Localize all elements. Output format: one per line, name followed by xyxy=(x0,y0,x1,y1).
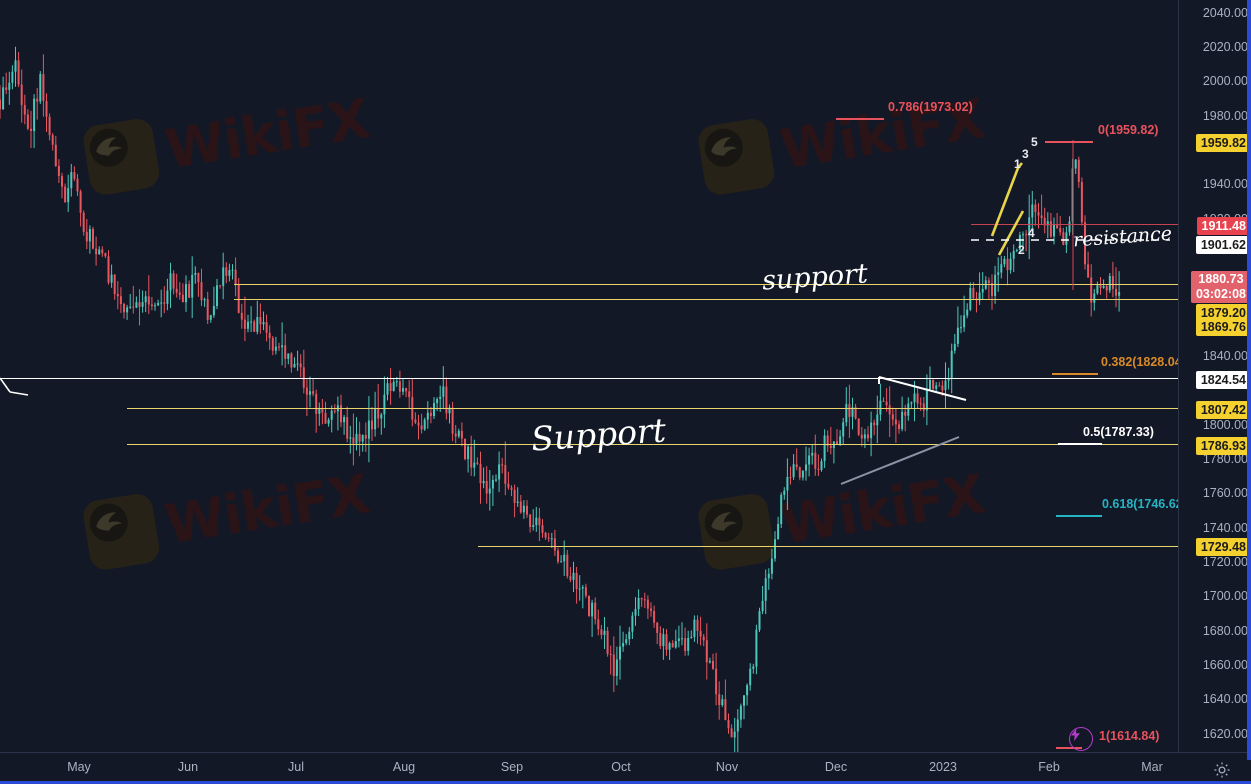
price-tick: 1640.00 xyxy=(1202,692,1248,707)
price-label-value: 1869.76 xyxy=(1200,320,1246,334)
price-label-1869.76[interactable]: 1869.76 xyxy=(1195,318,1251,336)
lightning-bolt-icon[interactable] xyxy=(1069,727,1093,751)
chart-plot-area[interactable]: WikiFX WikiFX WikiFX WikiFX 0.786(1973.02) 0… xyxy=(0,0,1178,752)
price-label-value: 1911.48 xyxy=(1201,219,1247,233)
wave-label-2: 2 xyxy=(1018,243,1025,257)
time-axis[interactable]: May Jun Jul Aug Sep Oct Nov Dec 2023 Feb Mar xyxy=(0,752,1251,784)
price-label-value: 1729.48 xyxy=(1200,540,1246,554)
fib-line-0.786[interactable] xyxy=(836,118,884,120)
price-label-1729.48[interactable]: 1729.48 xyxy=(1195,538,1251,556)
channel-lower-trendline[interactable] xyxy=(997,210,1025,256)
descending-trendline[interactable] xyxy=(878,376,967,401)
price-label-value: 1879.20 xyxy=(1200,306,1246,320)
fib-line-1[interactable] xyxy=(1056,747,1082,749)
time-tick: 2023 xyxy=(929,760,957,774)
fib-line-0.382[interactable] xyxy=(1052,373,1098,375)
fib-label-0.786: 0.786(1973.02) xyxy=(888,100,973,114)
time-tick: Mar xyxy=(1141,760,1163,774)
time-tick: Oct xyxy=(611,760,631,774)
time-tick: Aug xyxy=(392,760,416,774)
price-axis[interactable]: 2040.002020.002000.001980.001940.001920.… xyxy=(1178,0,1251,752)
price-label-value: 1807.42 xyxy=(1200,403,1246,417)
support-line-1786[interactable] xyxy=(127,444,1178,446)
drawing-overlay[interactable] xyxy=(0,0,1178,752)
price-tick: 1620.00 xyxy=(1202,726,1248,741)
price-label-1959.82[interactable]: 1959.82 xyxy=(1195,134,1251,152)
gear-icon[interactable] xyxy=(1213,761,1231,779)
price-label-1911.48[interactable]: 1911.48 xyxy=(1196,217,1251,235)
left-hook-line[interactable] xyxy=(0,377,11,393)
price-label-value: 1901.62 xyxy=(1200,238,1246,252)
candlestick-series xyxy=(0,46,1121,752)
fib-label-0.5: 0.5(1787.33) xyxy=(1083,425,1154,439)
wave-label-3: 3 xyxy=(1022,147,1029,161)
price-label-1824.54[interactable]: 1824.54 xyxy=(1195,371,1251,389)
price-label-value: 1880.73 xyxy=(1198,272,1244,286)
price-tick: 1980.00 xyxy=(1202,108,1248,123)
price-tick: 1840.00 xyxy=(1202,349,1248,364)
channel-upper-trendline[interactable] xyxy=(1016,162,1024,169)
price-label-1880.73[interactable]: 1880.73 03:02:08 xyxy=(1190,271,1251,303)
price-tick: 2040.00 xyxy=(1202,5,1248,20)
price-tick: 2000.00 xyxy=(1202,74,1248,89)
left-hook-line[interactable] xyxy=(9,391,29,396)
price-tick: 1940.00 xyxy=(1202,177,1248,192)
time-tick: Jul xyxy=(288,760,304,774)
fib-label-1: 1(1614.84) xyxy=(1099,729,1160,743)
wave-label-4: 4 xyxy=(1028,226,1035,240)
price-label-countdown: 03:02:08 xyxy=(1195,287,1246,301)
support-line-1880[interactable] xyxy=(234,284,1178,286)
price-tick: 1680.00 xyxy=(1202,623,1248,638)
price-label-value: 1824.54 xyxy=(1200,373,1246,387)
time-tick: May xyxy=(67,760,91,774)
support-line-1729[interactable] xyxy=(478,546,1178,548)
fib-label-0.618: 0.618(1746.62) xyxy=(1102,497,1178,511)
time-tick: Dec xyxy=(824,760,848,774)
channel-upper-trendline[interactable] xyxy=(990,167,1020,237)
fib-label-0.382: 0.382(1828.04) xyxy=(1101,355,1178,369)
price-label-value: 1959.82 xyxy=(1200,136,1246,150)
fib-label-0: 0(1959.82) xyxy=(1098,123,1159,137)
price-tick: 1740.00 xyxy=(1202,520,1248,535)
support-line-1807[interactable] xyxy=(127,408,1178,410)
time-tick: Feb xyxy=(1038,760,1060,774)
price-tick: 1720.00 xyxy=(1202,555,1248,570)
wave-label-5: 5 xyxy=(1031,135,1038,149)
price-tick: 1800.00 xyxy=(1202,417,1248,432)
price-label-1807.42[interactable]: 1807.42 xyxy=(1195,401,1251,419)
price-tick: 1660.00 xyxy=(1202,658,1248,673)
time-tick: Sep xyxy=(500,760,524,774)
horizontal-scrollbar[interactable] xyxy=(0,781,1251,784)
time-tick: Jun xyxy=(177,760,199,774)
price-label-1786.93[interactable]: 1786.93 xyxy=(1195,437,1251,455)
fib-line-0.618[interactable] xyxy=(1056,515,1102,517)
price-label-1879.20[interactable]: 1879.20 xyxy=(1195,304,1251,322)
vertical-scrollbar[interactable] xyxy=(1247,0,1251,760)
price-label-1901.62[interactable]: 1901.62 xyxy=(1195,236,1251,254)
resistance-line-1911[interactable] xyxy=(971,224,1178,226)
price-tick: 1700.00 xyxy=(1202,589,1248,604)
time-tick: Nov xyxy=(715,760,739,774)
price-tick: 2020.00 xyxy=(1202,40,1248,55)
ascending-trendline[interactable] xyxy=(840,436,960,485)
support-line-1879[interactable] xyxy=(234,299,1178,301)
price-tick: 1780.00 xyxy=(1202,452,1248,467)
fib-line-0[interactable] xyxy=(1045,141,1093,143)
price-tick: 1760.00 xyxy=(1202,486,1248,501)
price-label-value: 1786.93 xyxy=(1200,439,1246,453)
fib-line-1828[interactable] xyxy=(0,378,1178,380)
wave-label-1: 1 xyxy=(1014,157,1021,171)
fib-line-0.5[interactable] xyxy=(1058,443,1102,445)
